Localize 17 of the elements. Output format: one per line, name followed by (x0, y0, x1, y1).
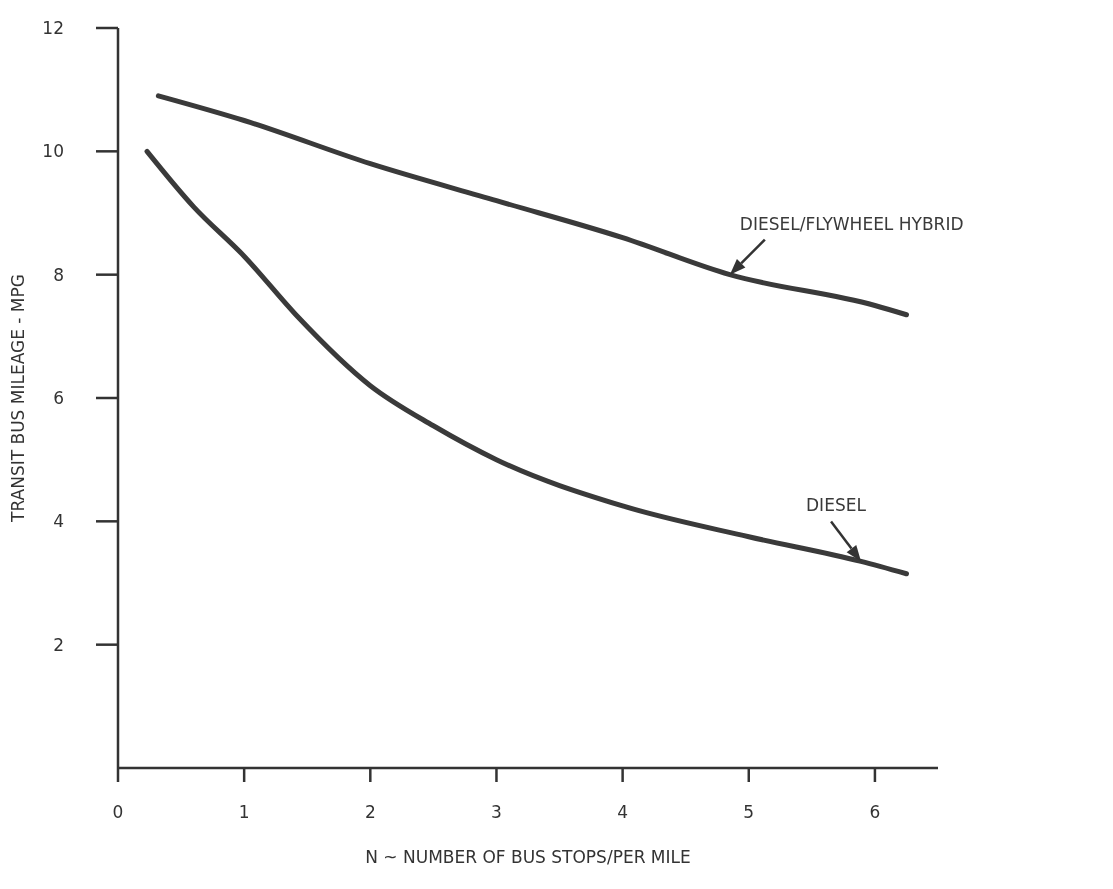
y-tick-label: 6 (53, 388, 64, 409)
y-tick-label: 4 (53, 511, 64, 532)
y-tick-label: 12 (42, 18, 64, 39)
y-tick-label: 10 (42, 141, 64, 162)
x-tick-label: 2 (364, 802, 376, 823)
x-tick-label: 0 (112, 802, 124, 823)
y-tick-label: 2 (53, 634, 64, 655)
x-tick-label: 6 (869, 802, 881, 823)
x-axis-title: N ~ NUMBER OF BUS STOPS/PER MILE (365, 847, 691, 867)
series-label: DIESEL (806, 495, 867, 516)
y-tick-label: 8 (53, 264, 64, 285)
x-tick-label: 3 (491, 802, 502, 823)
x-tick-label: 4 (617, 802, 629, 823)
x-tick-label: 1 (238, 802, 250, 823)
text: DIESEL/FLYWHEEL HYBRID (739, 213, 964, 234)
y-axis-title: TRANSIT BUS MILEAGE - MPG (8, 274, 29, 523)
x-tick-label: 5 (743, 802, 755, 823)
